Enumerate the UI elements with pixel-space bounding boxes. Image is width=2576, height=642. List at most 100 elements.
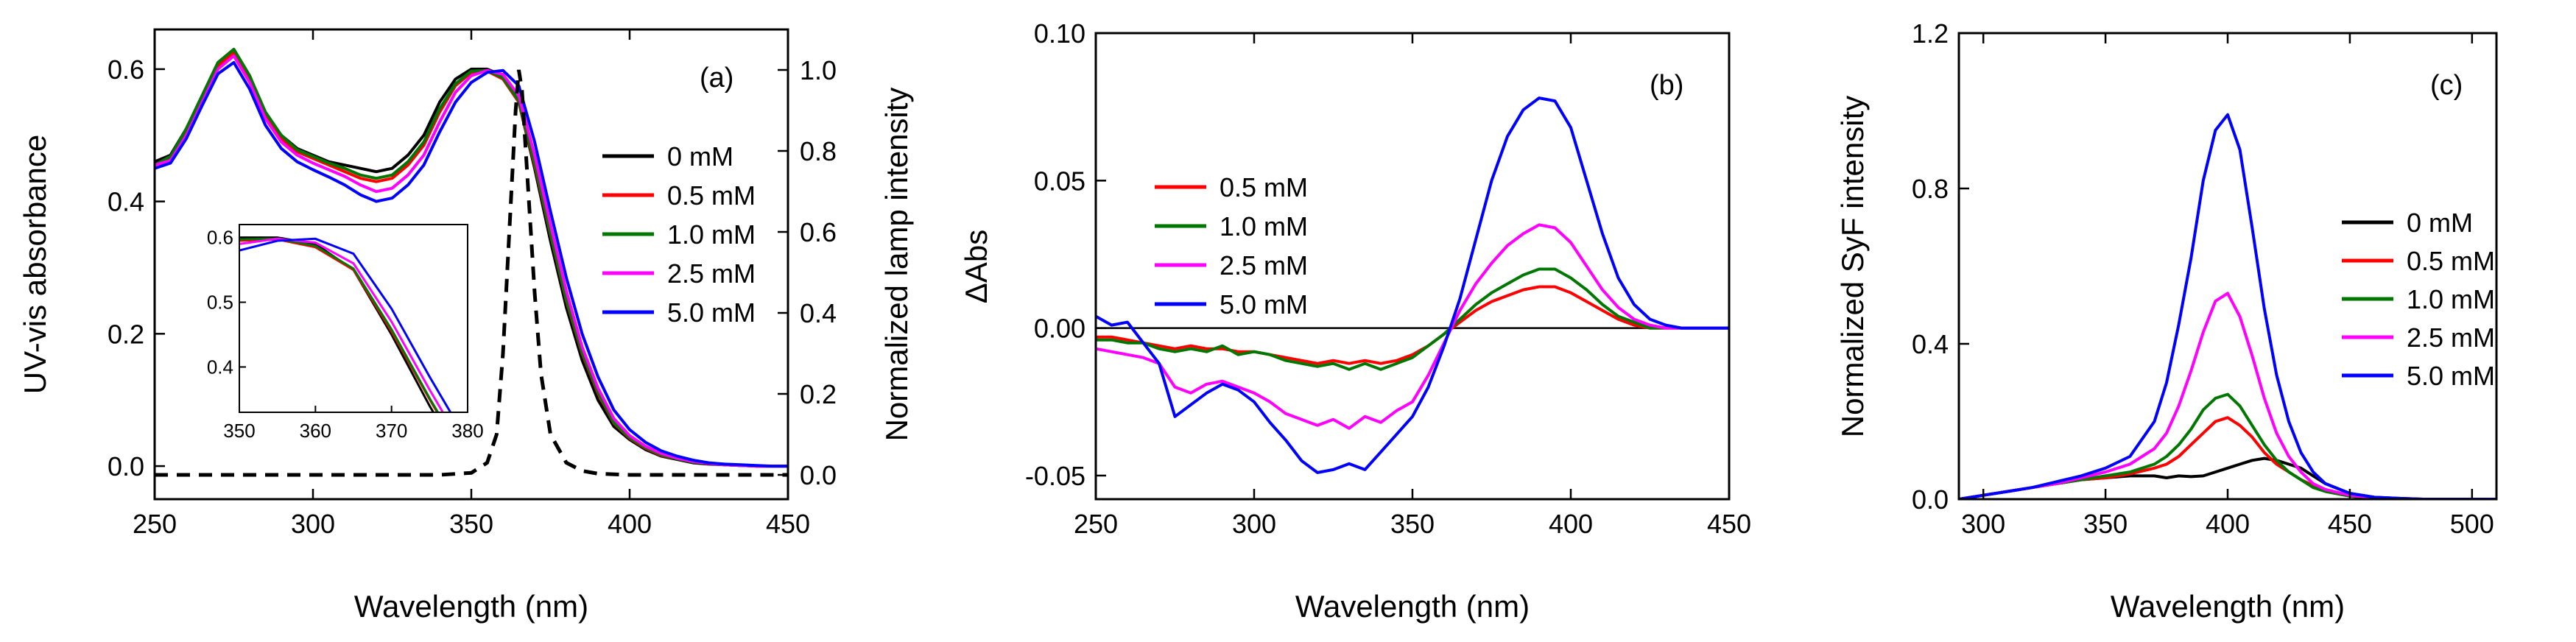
legend-label-0-5-mm: 0.5 mM	[2407, 246, 2495, 276]
inset-series	[239, 236, 452, 412]
panel-a-y-tick-label: 0.0	[108, 451, 144, 482]
panel-a-x-tick-label: 300	[291, 509, 335, 539]
inset-x-tick-label: 360	[300, 420, 331, 442]
legend-label-2-5-mm: 2.5 mM	[2407, 322, 2495, 353]
inset-line-0-mm	[239, 236, 435, 412]
series-line-b-1-0-mm	[1096, 267, 1729, 371]
panel-c-y-axis-label: Normalized SyF intensity	[1835, 96, 1870, 437]
legend-label-5-0-mm: 5.0 mM	[667, 297, 756, 328]
inset-x-ticks: 350 360 370 380	[223, 406, 484, 442]
inset-line-0-5-mm	[239, 238, 439, 412]
panel-a-x-tick-label: 400	[608, 509, 652, 539]
legend-label-5-0-mm: 5.0 mM	[2407, 361, 2495, 391]
panel-b-y-tick-label: -0.05	[1025, 461, 1085, 491]
legend-label-2-5-mm: 2.5 mM	[1220, 250, 1308, 281]
panel-c-y-tick-label: 0.0	[1912, 484, 1949, 515]
inset-x-tick-label: 350	[223, 420, 255, 442]
panel-a-legend: 0 mM 0.5 mM 1.0 mM 2.5 mM 5.0 mM	[602, 141, 756, 328]
panel-b: 250 300 350 400 450 -0.05 0.00 0.05 0.10 0.5 mM…	[959, 18, 1751, 624]
panel-b-x-tick-label: 450	[1707, 509, 1751, 539]
inset-y-tick-label: 0.6	[207, 227, 233, 249]
series-line-c-5-0-mm	[1959, 113, 2496, 499]
panel-c-y-tick-label: 0.8	[1912, 174, 1949, 204]
inset-x-tick-label: 380	[451, 420, 483, 442]
panel-c-legend: 0 mM 0.5 mM 1.0 mM 2.5 mM 5.0 mM	[2342, 208, 2495, 391]
panel-a-label: (a)	[700, 63, 733, 94]
panel-a-y-ticks: 0.0 0.2 0.4 0.6	[108, 54, 165, 482]
panel-a-y2-tick-label: 1.0	[800, 55, 837, 85]
panel-a-y2-ticks: 0.0 0.2 0.4 0.6 0.8 1.0	[778, 55, 837, 490]
inset-y-tick-label: 0.4	[207, 356, 233, 378]
panel-c-x-tick-label: 350	[2083, 509, 2128, 539]
panel-a-y2-tick-label: 0.0	[800, 460, 837, 490]
inset-line-1-0-mm	[239, 237, 440, 412]
inset-y-ticks: 0.4 0.5 0.6	[207, 227, 246, 378]
panel-a-y2-axis-label: Normalized lamp intensity	[879, 88, 914, 442]
inset-line-5-0-mm	[239, 237, 452, 412]
panel-a-lamp	[155, 69, 788, 477]
panel-a-y2-tick-label: 0.8	[800, 136, 837, 166]
panel-a-x-tick-label: 350	[449, 509, 493, 539]
panel-a-y-axis-label: UV-vis absorbance	[18, 135, 52, 395]
panel-c-x-tick-label: 400	[2206, 509, 2250, 539]
panel-a-series	[155, 48, 788, 468]
panel-a-y2-tick-label: 0.6	[800, 217, 837, 247]
panel-b-legend: 0.5 mM 1.0 mM 2.5 mM 5.0 mM	[1155, 172, 1308, 320]
legend-label-0-mm: 0 mM	[2407, 208, 2473, 238]
series-line-a-5-0-mm	[155, 60, 788, 468]
panel-c-x-axis-label: Wavelength (nm)	[2111, 589, 2345, 624]
series-line-c-1-0-mm	[1959, 392, 2496, 499]
inset-line-2-5-mm	[239, 237, 445, 412]
inset-x-tick-label: 370	[376, 420, 407, 442]
inset-frame	[239, 224, 468, 413]
panel-c-y-tick-label: 1.2	[1912, 18, 1949, 49]
panel-c-x-tick-label: 450	[2328, 509, 2372, 539]
panel-a-x-tick-label: 450	[766, 509, 810, 539]
lamp-spectrum-line	[155, 69, 788, 477]
panel-a-y-tick-label: 0.2	[108, 319, 144, 349]
panel-b-label: (b)	[1650, 70, 1683, 101]
legend-label-5-0-mm: 5.0 mM	[1220, 289, 1308, 320]
panel-b-x-axis-label: Wavelength (nm)	[1295, 589, 1530, 624]
panel-a-x-tick-label: 250	[133, 509, 177, 539]
panel-c-x-tick-label: 300	[1961, 509, 2005, 539]
panel-b-y-axis-label: ΔAbs	[959, 230, 993, 303]
series-line-b-0-5-mm	[1096, 285, 1729, 365]
legend-label-0-5-mm: 0.5 mM	[667, 180, 756, 211]
legend-label-0-5-mm: 0.5 mM	[1220, 172, 1308, 202]
series-line-b-5-0-mm	[1096, 96, 1729, 474]
panel-b-y-tick-label: 0.10	[1034, 18, 1085, 49]
panel-a-y2-tick-label: 0.2	[800, 379, 837, 409]
series-line-a-2-5-mm	[155, 54, 788, 468]
legend-label-1-0-mm: 1.0 mM	[1220, 211, 1308, 241]
legend-label-0-mm: 0 mM	[667, 141, 733, 172]
inset-y-tick-label: 0.5	[207, 292, 233, 314]
panel-a-x-ticks: 250 300 350 400 450	[133, 29, 810, 539]
panel-c: 300 350 400 450 500 0.0 0.4 0.8 1.2 0 mM 0.5 mM 1…	[1835, 18, 2498, 624]
panel-b-y-tick-label: 0.05	[1034, 166, 1085, 196]
panel-b-x-ticks: 250 300 350 400 450	[1074, 33, 1751, 539]
panel-c-label: (c)	[2430, 70, 2463, 101]
panel-a-x-axis-label: Wavelength (nm)	[354, 589, 588, 624]
panel-c-y-ticks: 0.0 0.4 0.8 1.2	[1912, 18, 1969, 515]
panel-c-y-tick-label: 0.4	[1912, 329, 1949, 359]
series-line-b-2-5-mm	[1096, 223, 1729, 430]
legend-label-1-0-mm: 1.0 mM	[2407, 284, 2495, 314]
panel-b-x-tick-label: 400	[1549, 509, 1593, 539]
panel-b-x-tick-label: 250	[1074, 509, 1118, 539]
panel-c-x-ticks: 300 350 400 450 500	[1961, 33, 2494, 539]
panel-b-y-ticks: -0.05 0.00 0.05 0.10	[1025, 18, 1106, 491]
legend-label-2-5-mm: 2.5 mM	[667, 258, 756, 289]
legend-label-1-0-mm: 1.0 mM	[667, 219, 756, 250]
panel-a-y2-tick-label: 0.4	[800, 298, 837, 328]
panel-b-x-tick-label: 350	[1390, 509, 1435, 539]
panel-a-y-tick-label: 0.4	[108, 187, 144, 217]
panel-a-y-tick-label: 0.6	[108, 54, 144, 85]
panel-b-series	[1096, 96, 1729, 474]
panel-b-x-tick-label: 300	[1232, 509, 1276, 539]
panel-c-x-tick-label: 500	[2450, 509, 2494, 539]
inset-background	[239, 225, 468, 412]
panel-a: 250 300 350 400 450 0.00.20.40.6 0.00.20.40.…	[18, 28, 914, 624]
panel-b-y-tick-label: 0.00	[1034, 314, 1085, 344]
